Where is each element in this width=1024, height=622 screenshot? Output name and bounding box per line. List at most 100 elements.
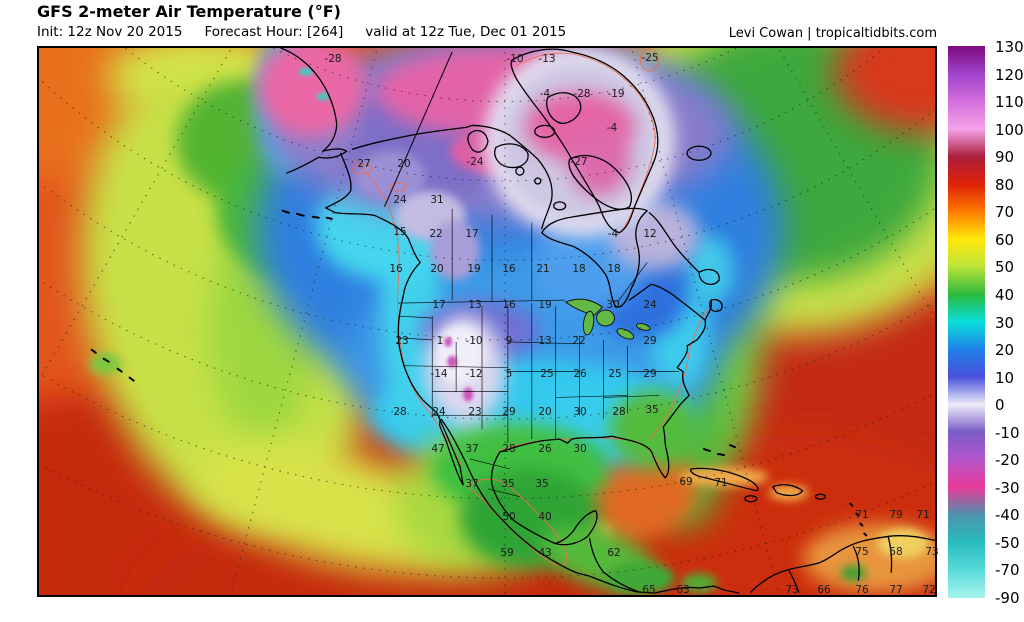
colorbar-tick: 80 <box>995 175 1015 194</box>
colorbar-gradient <box>948 46 985 598</box>
temp-label: 35 <box>645 403 659 416</box>
colorbar: 130 120 110 100 90 80 70 60 50 40 30 20 10 0 -10 -20 -30… <box>948 39 1024 606</box>
island-specks <box>90 209 868 537</box>
colorbar-tick: 100 <box>995 120 1024 139</box>
forecast-hour: Forecast Hour: [264] <box>204 24 344 40</box>
temp-label: 71 <box>916 508 930 521</box>
colorbar-tick: 0 <box>995 396 1005 415</box>
temp-label: 18 <box>607 262 621 275</box>
temp-label: -14 <box>430 367 448 380</box>
temp-label: -10 <box>506 52 524 65</box>
temp-label: 15 <box>393 225 407 238</box>
colorbar-tick: 110 <box>995 93 1024 112</box>
colorbar-tick: -70 <box>995 561 1020 580</box>
temp-label: 77 <box>889 583 903 596</box>
temp-label: 27 <box>357 157 371 170</box>
temp-label: -28 <box>324 52 342 65</box>
temp-label: 62 <box>607 546 621 559</box>
colorbar-tick: 70 <box>995 203 1015 222</box>
temp-label: 9 <box>505 334 513 347</box>
colorbar-segment <box>948 514 985 543</box>
colorbar-tick: -90 <box>995 589 1020 607</box>
temp-label: 22 <box>429 227 443 240</box>
colorbar-tick: 120 <box>995 65 1024 84</box>
colorbar-tick: -20 <box>995 451 1020 470</box>
colorbar-segment <box>948 238 985 267</box>
temp-label: -25 <box>641 51 659 64</box>
political-borders <box>383 51 680 498</box>
temp-label: 73 <box>925 545 939 558</box>
colorbar-segment <box>948 293 985 323</box>
colorbar-segment <box>948 431 985 460</box>
temp-label: 20 <box>538 405 552 418</box>
temp-label: 59 <box>500 546 514 559</box>
temp-label: 24 <box>432 405 446 418</box>
colorbar-segment <box>948 211 985 240</box>
red-contours <box>352 48 708 566</box>
temp-label: 19 <box>538 298 552 311</box>
map-title: GFS 2-meter Air Temperature (°F) <box>37 2 341 21</box>
temp-label: -4 <box>606 121 618 134</box>
temp-label: 28 <box>612 405 626 418</box>
colorbar-segment <box>948 266 985 295</box>
colorbar-segment <box>948 73 985 102</box>
temp-label: 25 <box>608 367 622 380</box>
map-art <box>39 48 935 595</box>
temp-label: 73 <box>785 583 799 596</box>
temp-label: 35 <box>535 477 549 490</box>
colorbar-segment <box>948 156 985 185</box>
colorbar-segment <box>948 46 985 75</box>
temp-label: 40 <box>538 510 552 523</box>
colorbar-segment <box>948 349 985 378</box>
temp-label: 50 <box>502 510 516 523</box>
colorbar-segment <box>948 486 985 515</box>
great-lakes <box>564 298 651 340</box>
temp-label: 23 <box>468 405 482 418</box>
temp-label: 28 <box>393 405 407 418</box>
temp-label: -27 <box>570 155 588 168</box>
temp-label: 31 <box>430 193 444 206</box>
temp-label: -28 <box>573 87 591 100</box>
cold-airmass-layer <box>256 48 784 595</box>
temp-label: 37 <box>465 442 479 455</box>
colorbar-tick: 90 <box>995 148 1015 167</box>
colorbar-segment <box>948 321 985 350</box>
colorbar-tick: -40 <box>995 506 1020 525</box>
temp-label: 58 <box>889 545 903 558</box>
temp-label: 22 <box>572 334 586 347</box>
temp-label: 17 <box>432 298 446 311</box>
temp-label: 79 <box>889 508 903 521</box>
temp-label: 16 <box>389 262 403 275</box>
colorbar-segment <box>948 459 985 488</box>
colorbar-tick: 40 <box>995 285 1015 304</box>
temp-label: 26 <box>573 367 587 380</box>
temp-label: -4 <box>539 87 551 100</box>
colorbar-tick: -30 <box>995 478 1020 497</box>
subtitle-row: Init: 12z Nov 20 2015 Forecast Hour: [264… <box>37 24 588 40</box>
temp-label: 26 <box>538 442 552 455</box>
colorbar-segment <box>948 128 985 157</box>
temp-label: 20 <box>397 157 411 170</box>
temp-label: 71 <box>855 508 869 521</box>
init-time: Init: 12z Nov 20 2015 <box>37 24 183 40</box>
temp-label: 63 <box>676 583 690 596</box>
temp-label: 20 <box>430 262 444 275</box>
colorbar-tick: 50 <box>995 258 1015 277</box>
temp-label: 37 <box>465 477 479 490</box>
colorbar-segment <box>948 541 985 571</box>
valid-time: valid at 12z Tue, Dec 01 2015 <box>365 24 567 40</box>
temp-label: 25 <box>540 367 554 380</box>
temp-label: 30 <box>573 442 587 455</box>
colorbar-segment <box>948 101 985 130</box>
colorbar-segment <box>948 404 985 433</box>
temp-labels-layer: -28 -10 -13 -25 -4 -28 -19 -4 27 20 -24 -27 24 31 15 22… <box>39 48 939 596</box>
coastlines <box>280 48 935 594</box>
temp-label: 23 <box>395 334 409 347</box>
credit: Levi Cowan | tropicaltidbits.com <box>728 26 937 41</box>
colorbar-tick: 30 <box>995 313 1015 332</box>
colorbar-tick: -10 <box>995 423 1020 442</box>
temp-label: -12 <box>465 367 483 380</box>
colorbar-tick: 10 <box>995 368 1015 387</box>
temp-label: 71 <box>714 476 728 489</box>
